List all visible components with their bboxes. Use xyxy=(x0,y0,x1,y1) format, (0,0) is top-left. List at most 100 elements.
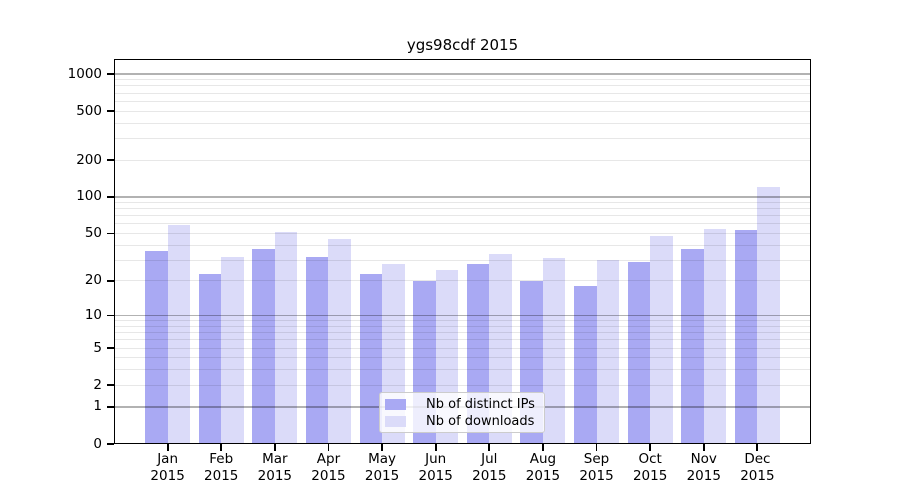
y-tick-label: 200 xyxy=(76,151,102,168)
gridline-minor xyxy=(114,223,811,225)
x-tick-month: Aug xyxy=(529,451,557,467)
y-tick-label: 5 xyxy=(93,339,102,356)
bar-downloads-sep xyxy=(596,260,620,444)
x-tick-year: 2015 xyxy=(579,468,614,484)
bar-ips-feb xyxy=(198,273,222,444)
x-tick-month: Jun xyxy=(425,451,447,467)
y-tick-mark xyxy=(107,195,114,198)
bar-downloads-dec xyxy=(757,187,780,444)
y-tick-mark xyxy=(107,347,114,349)
x-tick-month: Jul xyxy=(481,451,498,467)
x-tick-year: 2015 xyxy=(150,468,185,484)
y-tick-label: 100 xyxy=(76,188,102,205)
chart-title: ygs98cdf 2015 xyxy=(406,36,519,54)
y-tick-mark xyxy=(107,110,114,112)
x-tick-year: 2015 xyxy=(472,468,507,484)
x-tick-mark xyxy=(220,444,223,451)
x-tick-month: Oct xyxy=(638,451,662,467)
gridline-minor xyxy=(114,159,811,161)
x-tick-month: May xyxy=(368,451,397,467)
x-tick-year: 2015 xyxy=(632,468,668,484)
y-tick-mark xyxy=(107,232,114,235)
x-tick-year: 2015 xyxy=(740,468,775,484)
x-tick-label: Apr 2015 xyxy=(300,451,356,485)
gridline-minor xyxy=(114,122,811,124)
x-tick-label: Aug 2015 xyxy=(515,451,571,485)
x-tick-label: Oct 2015 xyxy=(622,451,678,485)
y-tick-mark xyxy=(107,443,114,445)
gridline-minor xyxy=(114,100,811,102)
y-tick-mark xyxy=(107,384,114,387)
x-tick-mark xyxy=(595,444,598,451)
x-tick-month: Dec xyxy=(744,451,771,467)
bar-ips-sep xyxy=(574,286,597,444)
x-tick-month: Jan xyxy=(157,451,179,467)
x-tick-year: 2015 xyxy=(686,468,721,484)
x-tick-year: 2015 xyxy=(311,468,346,484)
x-tick-month: Apr xyxy=(316,451,341,467)
bar-downloads-aug xyxy=(542,258,566,444)
x-tick-label: Jul 2015 xyxy=(461,451,517,485)
bar-downloads-feb xyxy=(221,256,244,444)
legend-entry-distinct-ips: Nb of distinct IPs xyxy=(380,396,544,412)
x-tick-mark xyxy=(434,444,437,451)
legend: Nb of distinct IPs Nb of downloads xyxy=(379,392,545,433)
bar-downloads-apr xyxy=(328,238,351,444)
gridline-minor xyxy=(114,85,811,87)
x-tick-month: Nov xyxy=(690,451,717,467)
x-tick-month: Feb xyxy=(209,451,234,467)
y-tick-mark xyxy=(107,73,114,75)
x-tick-label: Nov 2015 xyxy=(676,451,732,485)
gridline-minor xyxy=(114,384,811,386)
gridline-major xyxy=(114,196,811,198)
bar-ips-oct xyxy=(627,261,651,444)
bar-ips-apr xyxy=(305,256,329,444)
x-tick-mark xyxy=(702,444,705,451)
y-tick-label: 2 xyxy=(93,376,102,393)
y-tick-label: 20 xyxy=(84,272,102,289)
bar-downloads-oct xyxy=(650,235,673,444)
gridline-minor xyxy=(114,110,811,112)
y-tick-label: 1 xyxy=(93,398,102,415)
y-tick-mark xyxy=(107,405,114,408)
gridline-minor xyxy=(114,79,811,81)
gridline-minor xyxy=(114,347,811,349)
x-tick-mark xyxy=(542,444,544,451)
x-tick-year: 2015 xyxy=(525,468,561,484)
legend-label-downloads: Nb of downloads xyxy=(426,413,535,429)
x-tick-label: Dec 2015 xyxy=(729,451,785,485)
gridline-minor xyxy=(114,244,811,246)
bar-ips-dec xyxy=(734,230,758,444)
gridline-major xyxy=(114,314,811,317)
y-tick-label: 50 xyxy=(84,224,102,241)
gridline-minor xyxy=(114,320,811,322)
gridline-minor xyxy=(114,232,811,234)
gridline-minor xyxy=(114,332,811,334)
bar-ips-may xyxy=(359,273,383,444)
x-tick-label: May 2015 xyxy=(354,451,410,485)
x-tick-label: Jun 2015 xyxy=(408,451,464,485)
bar-ips-mar xyxy=(252,249,275,444)
x-tick-month: Sep xyxy=(583,451,610,467)
gridline-minor xyxy=(114,357,811,359)
x-tick-mark xyxy=(756,444,759,451)
gridline-minor xyxy=(114,325,811,327)
gridline-major xyxy=(114,73,811,75)
gridline-minor xyxy=(114,208,811,210)
x-tick-year: 2015 xyxy=(418,468,453,484)
y-tick-mark xyxy=(107,280,114,282)
y-tick-label: 500 xyxy=(76,102,102,119)
x-tick-label: Sep 2015 xyxy=(569,451,625,485)
legend-label-distinct-ips: Nb of distinct IPs xyxy=(426,396,535,412)
y-tick-mark xyxy=(107,314,114,317)
legend-swatch-distinct-ips xyxy=(385,398,406,410)
gridline-minor xyxy=(114,201,811,203)
gridline-minor xyxy=(114,92,811,94)
x-tick-mark xyxy=(327,444,330,451)
bar-downloads-nov xyxy=(703,229,727,444)
x-tick-year: 2015 xyxy=(257,468,293,484)
x-tick-year: 2015 xyxy=(204,468,239,484)
gridline-minor xyxy=(114,137,811,139)
y-tick-mark xyxy=(107,159,114,161)
